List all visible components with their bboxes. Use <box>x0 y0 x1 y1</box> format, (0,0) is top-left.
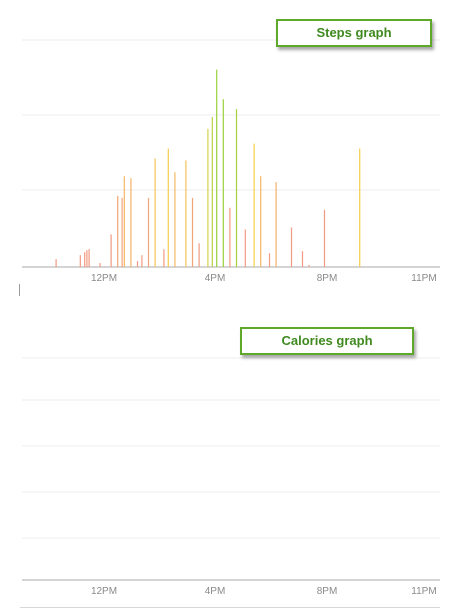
x-tick-label: 8PM <box>317 273 338 284</box>
bar <box>55 259 57 267</box>
x-tick-label: 11PM <box>411 273 436 284</box>
bar <box>198 243 200 267</box>
bottom-rule <box>20 607 440 608</box>
bar <box>207 128 209 267</box>
bar <box>216 69 218 267</box>
bar <box>84 252 86 267</box>
bar <box>154 158 156 267</box>
bar <box>244 229 246 267</box>
bar <box>117 195 119 267</box>
bar <box>167 148 169 267</box>
bar <box>275 182 277 267</box>
bar <box>174 172 176 267</box>
calories-chart-panel: 12PM 4PM 8PM 11PM Calories graph <box>0 318 453 609</box>
bar <box>79 255 81 267</box>
bar <box>99 263 101 267</box>
calories-chart: 12PM 4PM 8PM 11PM <box>22 357 440 597</box>
bar <box>130 178 132 267</box>
axis-marker <box>19 284 20 296</box>
bar <box>301 251 304 267</box>
bar <box>121 197 123 267</box>
steps-graph-label: Steps graph <box>276 19 432 47</box>
bar <box>253 143 255 267</box>
bar <box>88 249 90 267</box>
x-tick-label: 11PM <box>411 586 436 597</box>
steps-chart: 12PM 4PM 8PM 11PM <box>22 39 440 284</box>
bar <box>222 99 224 267</box>
bar <box>86 250 88 267</box>
bar <box>185 160 187 267</box>
bar <box>268 253 271 267</box>
x-tick-label: 4PM <box>205 273 226 284</box>
bar <box>308 265 310 267</box>
x-tick-label: 12PM <box>91 273 117 284</box>
bar <box>359 148 361 267</box>
bar <box>147 197 150 267</box>
bar <box>110 234 112 267</box>
bar <box>260 176 262 267</box>
bar <box>191 197 194 267</box>
bar <box>229 207 231 267</box>
x-tick-label: 4PM <box>205 586 226 597</box>
bar <box>211 116 213 267</box>
calories-graph-label: Calories graph <box>240 327 414 355</box>
x-tick-label: 8PM <box>317 586 338 597</box>
bar <box>141 255 143 267</box>
x-tick-label: 12PM <box>91 586 117 597</box>
bar <box>323 209 326 267</box>
steps-chart-panel: 12PM 4PM 8PM 11PM Steps graph <box>0 0 453 300</box>
bar <box>136 261 139 267</box>
bar <box>163 249 165 267</box>
bar <box>123 176 125 267</box>
bar <box>235 109 238 267</box>
bar <box>290 227 293 267</box>
